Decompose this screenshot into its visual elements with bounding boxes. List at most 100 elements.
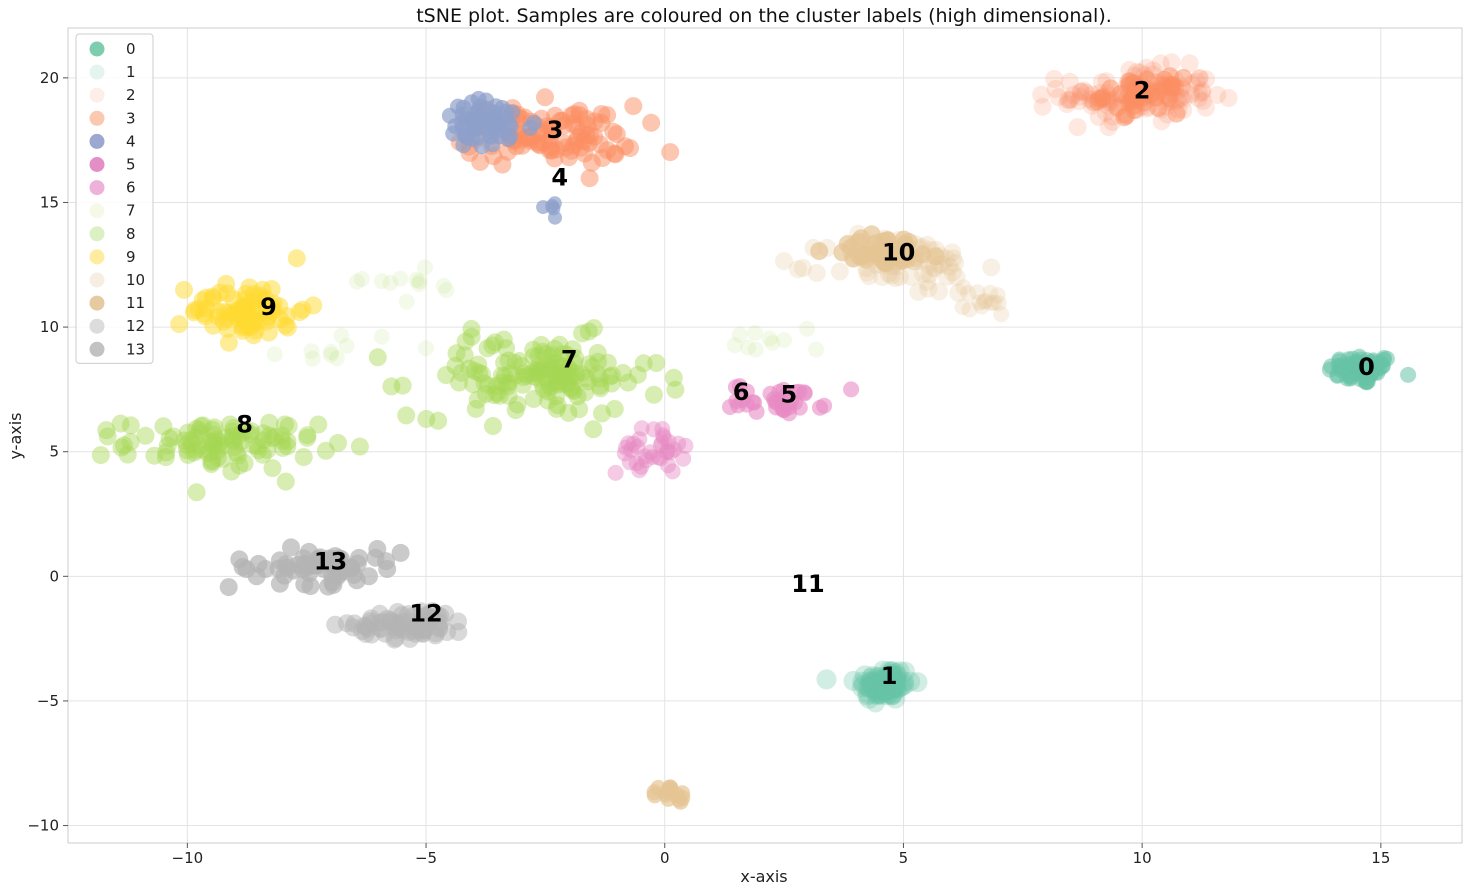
scatter-point — [388, 603, 407, 621]
scatter-point — [982, 284, 999, 301]
scatter-point — [603, 366, 622, 385]
series-4 — [441, 90, 562, 225]
scatter-point — [886, 665, 907, 686]
scatter-point — [808, 341, 825, 358]
scatter-point — [156, 448, 175, 467]
scatter-point — [662, 444, 679, 461]
scatter-point — [294, 448, 313, 467]
scatter-point — [542, 379, 559, 396]
scatter-point — [394, 621, 413, 640]
scatter-point — [955, 279, 972, 296]
scatter-point — [517, 366, 536, 385]
scatter-point — [864, 672, 884, 693]
scatter-point — [873, 682, 892, 701]
scatter-point — [886, 663, 907, 683]
cluster-label: 1 — [881, 662, 898, 690]
scatter-point — [1045, 70, 1064, 88]
scatter-point — [588, 365, 607, 384]
y-tick-label: −10 — [27, 817, 59, 835]
scatter-point — [1060, 72, 1079, 91]
scatter-point — [273, 432, 292, 451]
scatter-point — [512, 357, 531, 375]
scatter-point — [529, 347, 548, 366]
scatter-point — [298, 426, 317, 445]
scatter-point — [875, 673, 896, 694]
scatter-point — [585, 112, 604, 131]
scatter-point — [1120, 72, 1139, 91]
scatter-point — [853, 674, 874, 695]
cluster-label: 3 — [547, 116, 564, 144]
scatter-point — [529, 361, 545, 377]
scatter-point — [398, 293, 415, 310]
scatter-point — [866, 686, 885, 705]
series-0 — [1321, 348, 1417, 391]
scatter-point — [943, 263, 962, 282]
scatter-point — [788, 260, 807, 279]
legend-label: 8 — [126, 225, 136, 243]
scatter-point — [536, 345, 555, 363]
scatter-point — [993, 306, 1010, 323]
scatter-point — [473, 138, 490, 155]
scatter-point — [631, 431, 648, 448]
scatter-point — [926, 247, 945, 266]
scatter-point — [349, 273, 365, 290]
scatter-point — [475, 374, 494, 393]
scatter-point — [164, 427, 183, 446]
scatter-point — [620, 435, 637, 452]
scatter-point — [894, 674, 915, 695]
scatter-point — [883, 686, 902, 705]
scatter-point — [361, 614, 380, 633]
scatter-point — [1059, 90, 1078, 109]
scatter-point — [533, 342, 552, 361]
scatter-point — [190, 421, 209, 440]
series-9 — [170, 249, 323, 352]
scatter-point — [287, 249, 306, 268]
legend-marker — [89, 272, 105, 288]
scatter-point — [552, 364, 571, 383]
y-tick-label: 0 — [49, 567, 59, 585]
scatter-point — [816, 397, 833, 414]
scatter-point — [236, 421, 255, 440]
scatter-point — [940, 257, 959, 276]
scatter-point — [858, 683, 879, 704]
scatter-point — [1193, 83, 1212, 102]
cluster-label: 4 — [551, 164, 568, 192]
scatter-point — [254, 424, 273, 443]
scatter-point — [450, 373, 468, 392]
series-5 — [722, 378, 860, 422]
scatter-point — [930, 282, 948, 301]
scatter-point — [871, 682, 890, 700]
scatter-point — [644, 385, 663, 404]
scatter-point — [1089, 107, 1108, 126]
scatter-point — [552, 357, 571, 376]
scatter-point — [890, 267, 909, 286]
scatter-point — [217, 274, 236, 293]
scatter-point — [537, 370, 553, 387]
scatter-point — [731, 326, 748, 343]
scatter-point — [546, 365, 563, 381]
scatter-point — [873, 232, 892, 251]
cluster-label: 6 — [733, 378, 750, 406]
scatter-point — [547, 376, 564, 393]
scatter-point — [882, 661, 903, 681]
scatter-point — [230, 456, 249, 475]
scatter-point — [562, 370, 579, 387]
scatter-point — [330, 564, 349, 583]
scatter-point — [1208, 85, 1227, 104]
scatter-points — [91, 53, 1417, 810]
scatter-point — [576, 369, 595, 387]
scatter-point — [875, 669, 896, 690]
scatter-point — [990, 295, 1007, 312]
scatter-point — [568, 387, 587, 406]
scatter-point — [556, 375, 574, 393]
scatter-point — [861, 674, 882, 695]
scatter-point — [447, 344, 466, 363]
scatter-point — [589, 352, 607, 371]
scatter-point — [498, 377, 517, 396]
scatter-point — [511, 352, 528, 368]
scatter-point — [896, 246, 915, 265]
scatter-point — [460, 359, 479, 378]
scatter-point — [539, 391, 557, 410]
